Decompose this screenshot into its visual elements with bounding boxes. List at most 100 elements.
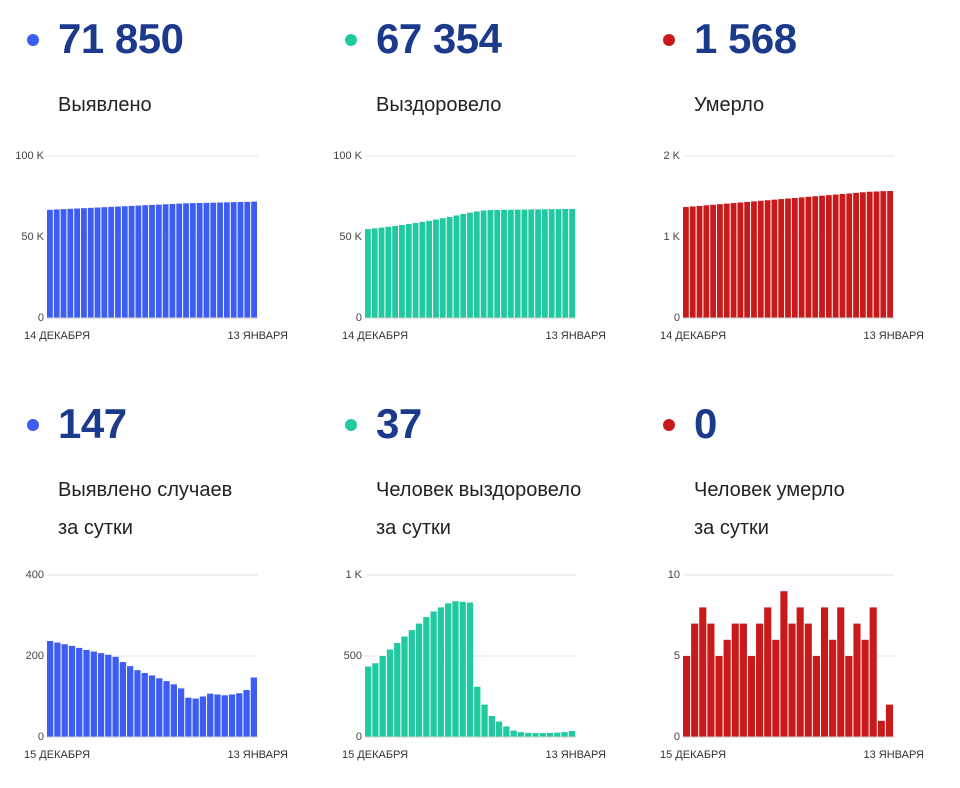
bar <box>236 693 243 737</box>
bar <box>839 193 846 318</box>
bar <box>707 623 715 737</box>
bar <box>134 670 141 737</box>
stat-label: Выявлено случаев за сутки <box>58 471 232 547</box>
y-tick-label: 100 K <box>15 150 44 162</box>
bar <box>723 639 731 737</box>
bar <box>87 207 94 318</box>
bar <box>439 218 446 318</box>
bar <box>785 198 791 318</box>
bar <box>845 656 853 737</box>
bar <box>74 208 81 318</box>
legend-dot-icon <box>663 34 675 46</box>
bar <box>394 643 401 737</box>
bar <box>703 205 710 318</box>
stat-value: 71 850 <box>58 15 184 62</box>
stat-value: 147 <box>58 400 127 447</box>
bar <box>820 607 829 737</box>
bar <box>737 202 744 318</box>
bar <box>437 607 445 737</box>
y-tick-label: 50 K <box>21 231 44 243</box>
bar <box>562 208 569 318</box>
bar <box>199 696 207 737</box>
bar <box>183 203 189 318</box>
bar <box>47 209 53 318</box>
x-tick-label-start: 15 ДЕКАБРЯ <box>24 749 90 761</box>
bar <box>68 645 76 738</box>
bar <box>757 200 764 318</box>
y-tick-label: 1 K <box>663 231 680 243</box>
bar <box>699 607 707 737</box>
legend-dot-icon <box>663 419 675 431</box>
bar <box>459 601 466 737</box>
bar <box>217 202 223 318</box>
bar <box>474 686 481 737</box>
bar <box>866 191 873 318</box>
bar <box>788 623 796 737</box>
bar <box>230 202 237 318</box>
bar <box>730 203 737 318</box>
bar <box>791 197 798 318</box>
bar <box>60 209 67 318</box>
bar <box>812 196 819 318</box>
bar <box>372 663 379 737</box>
bar <box>141 673 148 737</box>
bar <box>228 694 236 737</box>
bar <box>780 591 788 737</box>
stat-label-line: за сутки <box>694 517 769 539</box>
bar <box>778 199 785 318</box>
bar <box>176 203 183 318</box>
bar <box>223 202 230 318</box>
bar <box>507 209 514 318</box>
bar <box>756 623 764 737</box>
bar <box>155 204 162 318</box>
bar <box>528 209 535 318</box>
stat-label-line: Выявлено <box>58 94 152 116</box>
bar <box>128 205 135 318</box>
bar <box>683 656 691 737</box>
bar <box>751 201 757 318</box>
bar <box>837 607 845 737</box>
y-tick-label: 500 <box>344 650 362 662</box>
y-tick-label: 2 K <box>663 150 680 162</box>
bar <box>196 202 203 318</box>
bar <box>846 193 853 318</box>
y-tick-label: 10 <box>668 569 680 581</box>
bar <box>744 201 751 318</box>
bar <box>501 209 507 318</box>
y-tick-label: 1 K <box>345 569 362 581</box>
stat-label: Выявлено <box>58 86 152 124</box>
bar <box>148 675 156 737</box>
bar <box>747 656 756 737</box>
bar <box>853 192 859 318</box>
y-tick-label: 0 <box>674 731 680 743</box>
bar <box>371 228 378 318</box>
bar <box>525 732 532 737</box>
bar <box>546 732 554 737</box>
bar <box>569 208 575 318</box>
bar <box>119 662 127 737</box>
bar <box>555 209 562 318</box>
bar <box>392 225 399 318</box>
bar <box>521 209 528 318</box>
bar <box>715 656 723 737</box>
bar <box>54 642 61 737</box>
bar <box>177 688 185 737</box>
bar <box>189 203 196 318</box>
bar <box>877 720 885 737</box>
x-tick-label-end: 13 ЯНВАРЯ <box>227 749 288 761</box>
bar <box>696 205 703 318</box>
bar <box>101 207 108 318</box>
y-tick-label: 5 <box>674 650 680 662</box>
bar <box>76 647 83 737</box>
bar <box>408 630 415 737</box>
bar <box>772 639 780 737</box>
stat-label: Человек выздоровело за сутки <box>376 471 581 547</box>
bar <box>426 220 433 318</box>
bar <box>108 206 115 318</box>
bar <box>514 209 521 318</box>
bar <box>169 203 176 318</box>
bar <box>185 697 192 737</box>
bar <box>121 206 128 318</box>
bar <box>67 208 74 318</box>
bar <box>112 656 119 737</box>
